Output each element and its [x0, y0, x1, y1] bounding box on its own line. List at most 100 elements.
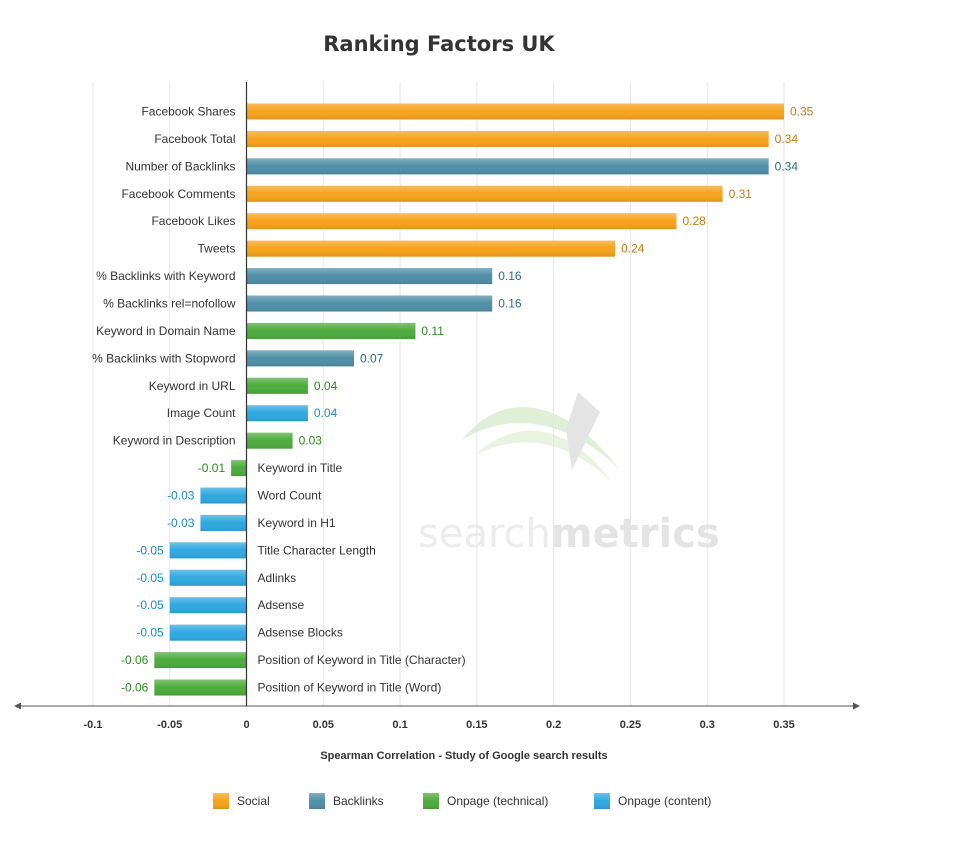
data-label: 0.04 — [314, 406, 338, 420]
category-label: Image Count — [167, 406, 236, 420]
category-label: Number of Backlinks — [125, 159, 235, 173]
x-tick-label: 0.05 — [313, 719, 334, 731]
bar-shade — [246, 185, 723, 202]
category-label: Keyword in Domain Name — [96, 324, 236, 338]
x-tick-label: 0.3 — [700, 719, 715, 731]
legend-swatch-shade — [309, 793, 325, 809]
data-label: 0.16 — [498, 297, 522, 311]
category-label: Position of Keyword in Title (Word) — [258, 681, 442, 695]
x-tick-label: 0.35 — [773, 719, 794, 731]
legend-swatch-shade — [213, 793, 229, 809]
bar-shade — [246, 213, 677, 230]
category-label: Adsense Blocks — [258, 626, 343, 640]
bar-shade — [246, 377, 308, 394]
data-label: 0.04 — [314, 379, 338, 393]
category-label: % Backlinks rel=nofollow — [103, 297, 236, 311]
bar-row: Adlinks -0.05 — [136, 569, 297, 586]
data-label: -0.05 — [136, 571, 164, 585]
x-tick-label: 0.1 — [392, 719, 407, 731]
watermark-text: searchmetrics — [418, 511, 720, 557]
data-label: 0.34 — [775, 159, 799, 173]
bar-row: % Backlinks rel=nofollow 0.16 — [103, 295, 522, 312]
bar-shade — [200, 487, 247, 504]
bar-shade — [246, 130, 769, 147]
bar-shade — [246, 350, 354, 367]
bar-row: Keyword in Description 0.03 — [113, 432, 323, 449]
bar-shade — [200, 514, 247, 531]
legend-swatch-shade — [423, 793, 439, 809]
category-label: Keyword in Description — [113, 434, 236, 448]
bar-row: % Backlinks with Keyword 0.16 — [96, 268, 522, 285]
bar-row: Adsense -0.05 — [136, 597, 305, 614]
bar-shade — [169, 542, 247, 559]
bar-row: Facebook Comments 0.31 — [121, 185, 753, 202]
category-label: Adlinks — [258, 571, 297, 585]
bar-row: Keyword in URL 0.04 — [149, 377, 338, 394]
legend-swatch-shade — [594, 793, 610, 809]
category-label: Keyword in Title — [258, 461, 343, 475]
bar-row: Keyword in H1 -0.03 — [167, 514, 336, 531]
bar-row: % Backlinks with Stopword 0.07 — [92, 350, 384, 367]
x-tick-label: -0.1 — [83, 719, 102, 731]
x-axis — [14, 82, 860, 710]
searchmetrics-swoosh-logo — [462, 392, 620, 482]
data-label: 0.03 — [299, 434, 323, 448]
category-label: Tweets — [197, 242, 235, 256]
category-label: Adsense — [258, 598, 305, 612]
category-label: Facebook Total — [154, 132, 235, 146]
bar-shade — [246, 268, 493, 285]
x-axis-right-arrow-icon — [853, 702, 860, 710]
searchmetrics-watermark: searchmetrics — [418, 392, 720, 557]
x-tick-label: -0.05 — [157, 719, 182, 731]
legend-item: Social — [213, 793, 270, 809]
bar-shade — [246, 432, 293, 449]
data-label: 0.28 — [683, 214, 707, 228]
bar-row: Adsense Blocks -0.05 — [136, 624, 343, 641]
bar-row: Tweets 0.24 — [197, 240, 645, 257]
x-tick-labels: -0.1 -0.05 0 0.05 0.1 0.15 0.2 0.25 0.3 0.35 — [83, 719, 794, 731]
bar-shade — [169, 597, 247, 614]
bar-shade — [246, 295, 493, 312]
bar-row: Keyword in Title -0.01 — [198, 460, 343, 477]
data-label: -0.05 — [136, 598, 164, 612]
bar-shade — [154, 652, 247, 669]
bar-row: Position of Keyword in Title (Word) -0.06 — [121, 679, 442, 696]
legend: Social Backlinks Onpage (technical) Onpage … — [213, 793, 711, 809]
bar-shade — [169, 624, 247, 641]
bar-row: Word Count -0.03 — [167, 487, 322, 504]
category-label: Keyword in URL — [149, 379, 236, 393]
bar-shade — [246, 103, 784, 120]
category-label: Position of Keyword in Title (Character) — [258, 653, 466, 667]
bar-shade — [231, 460, 247, 477]
data-label: 0.24 — [621, 242, 645, 256]
legend-item: Onpage (content) — [594, 793, 711, 809]
bar-row: Number of Backlinks 0.34 — [125, 158, 799, 175]
bar-row: Image Count 0.04 — [167, 405, 338, 422]
legend-item: Onpage (technical) — [423, 793, 548, 809]
data-label: 0.35 — [790, 105, 814, 119]
bar-shade — [246, 158, 769, 175]
bar-shade — [169, 569, 247, 586]
legend-label: Onpage (technical) — [447, 794, 548, 808]
data-label: -0.05 — [136, 626, 164, 640]
data-label: -0.01 — [198, 461, 226, 475]
legend-label: Backlinks — [333, 794, 384, 808]
bar-row: Facebook Shares 0.35 — [141, 103, 814, 120]
data-label: -0.03 — [167, 516, 195, 530]
category-label: % Backlinks with Keyword — [96, 269, 235, 283]
category-label: Title Character Length — [258, 543, 376, 557]
category-label: Facebook Likes — [151, 214, 235, 228]
data-label: -0.06 — [121, 653, 149, 667]
data-label: 0.34 — [775, 132, 799, 146]
data-label: 0.31 — [729, 187, 753, 201]
x-tick-label: 0 — [243, 719, 249, 731]
bar-shade — [246, 322, 416, 339]
x-axis-left-arrow-icon — [14, 702, 21, 710]
category-label: Word Count — [258, 489, 322, 503]
bar-row: Keyword in Domain Name 0.11 — [96, 322, 444, 339]
x-tick-label: 0.25 — [620, 719, 641, 731]
legend-label: Social — [237, 794, 270, 808]
chart-title: Ranking Factors UK — [323, 32, 555, 56]
